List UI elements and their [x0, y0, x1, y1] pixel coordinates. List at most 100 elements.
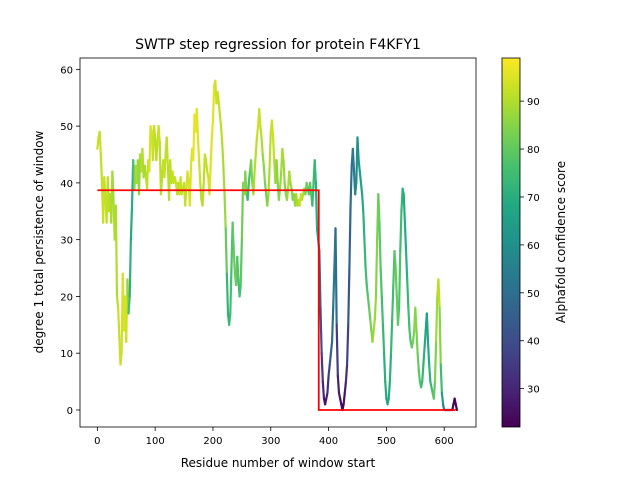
data-line-segment	[328, 352, 332, 366]
data-line-segment	[258, 107, 262, 128]
data-line-segment	[379, 266, 383, 298]
data-line-segment	[433, 340, 438, 383]
data-line-segment	[283, 181, 287, 196]
data-line-segment	[231, 221, 235, 253]
data-line-segment	[165, 136, 169, 167]
colorbar-ticks: 30 40 50 60 70 80 90	[520, 97, 540, 396]
data-line	[96, 79, 459, 412]
data-line-segment	[114, 204, 119, 298]
data-line-segment	[362, 210, 366, 241]
data-line-segment	[196, 136, 201, 162]
data-line-segment	[211, 85, 216, 122]
step-fit-line	[97, 189, 456, 411]
data-line-segment	[232, 249, 237, 275]
data-line-segment	[98, 130, 102, 156]
data-line-segment	[152, 125, 157, 139]
data-line-segment	[382, 352, 387, 383]
data-line-segment	[228, 312, 232, 326]
y-tick-label: 30	[60, 236, 73, 247]
data-line-segment	[358, 170, 363, 184]
data-line-segment	[398, 249, 402, 309]
colorbar-tick-label: 90	[527, 97, 540, 108]
data-line-segment	[440, 391, 445, 406]
colorbar-label: Alphafold confidence score	[554, 161, 568, 323]
x-tick-label: 400	[319, 436, 338, 447]
data-line-segment	[229, 266, 233, 315]
data-line-segment	[399, 210, 403, 253]
data-line-segment	[435, 295, 439, 343]
data-line-segment	[363, 238, 367, 270]
data-line-segment	[330, 306, 335, 343]
data-line-segment	[266, 193, 270, 207]
colorbar-tick-label: 80	[527, 145, 540, 156]
data-line-segment	[332, 266, 336, 309]
data-line-segment	[417, 369, 422, 383]
data-line-segment	[197, 159, 202, 184]
data-line-segment	[374, 238, 379, 298]
data-line-segment	[406, 278, 410, 309]
data-line-segment	[387, 380, 391, 400]
y-tick-label: 40	[60, 179, 73, 190]
data-line-segment	[218, 113, 223, 128]
data-line-segment	[393, 249, 397, 270]
data-line-segment	[369, 318, 373, 332]
data-line-segment	[217, 102, 222, 116]
data-line-segment	[384, 380, 388, 400]
data-line-segment	[345, 323, 350, 366]
data-line-segment	[260, 136, 264, 156]
data-line-segment	[403, 221, 408, 253]
colorbar-tick-label: 50	[527, 289, 540, 300]
colorbar: 30 40 50 60 70 80 90 Alphafold confidence scor…	[501, 57, 568, 428]
data-line-segment	[221, 142, 225, 167]
data-line-segment	[319, 306, 323, 355]
data-line-segment	[359, 181, 364, 196]
data-line-segment	[254, 136, 258, 156]
data-line-segment	[380, 295, 385, 326]
data-line-segment	[259, 125, 263, 139]
data-line-segment	[402, 193, 406, 224]
data-line-segment	[270, 119, 275, 139]
y-axis-label: degree 1 total persistence of window	[32, 130, 46, 353]
data-line-segment	[414, 306, 418, 332]
data-line-segment	[439, 363, 443, 395]
data-line-segment	[111, 170, 115, 202]
x-axis-ticks: 0 100 200 300 400 500 600	[94, 427, 454, 447]
y-axis-ticks: 0 10 20 30 40 50 60	[60, 65, 80, 417]
x-tick-label: 0	[94, 436, 100, 447]
data-line-segment	[186, 170, 190, 184]
data-line-segment	[388, 352, 393, 383]
x-tick-label: 200	[203, 436, 222, 447]
data-line-segment	[356, 136, 360, 162]
data-line-segment	[103, 176, 107, 202]
data-line-segment	[188, 164, 193, 207]
data-line-segment	[225, 272, 230, 315]
data-line-segment	[396, 306, 401, 326]
data-line-segment	[240, 181, 245, 241]
y-tick-label: 20	[60, 292, 73, 303]
data-line-segment	[271, 136, 276, 162]
data-line-segment	[288, 170, 292, 184]
data-line-segment	[219, 125, 224, 145]
data-line-segment	[426, 340, 431, 366]
data-line-segment	[238, 283, 242, 298]
data-line-segment	[320, 352, 324, 383]
x-tick-label: 300	[261, 436, 280, 447]
y-tick-label: 0	[67, 406, 73, 417]
data-line-segment	[99, 153, 104, 184]
data-line-segment	[201, 181, 205, 207]
data-line-segment	[367, 306, 372, 321]
data-line-segment	[321, 380, 326, 400]
data-line-segment	[239, 238, 243, 287]
data-line-segment	[127, 295, 131, 315]
data-line-segment	[313, 159, 317, 184]
data-line-segment	[261, 153, 265, 167]
data-line-segment	[366, 295, 371, 309]
data-line-segment	[354, 181, 358, 196]
data-line-segment	[262, 164, 267, 184]
x-tick-label: 500	[377, 436, 396, 447]
x-tick-label: 100	[146, 436, 165, 447]
data-line-segment	[378, 221, 382, 270]
data-line-segment	[361, 193, 365, 213]
data-line-segment	[250, 159, 254, 184]
